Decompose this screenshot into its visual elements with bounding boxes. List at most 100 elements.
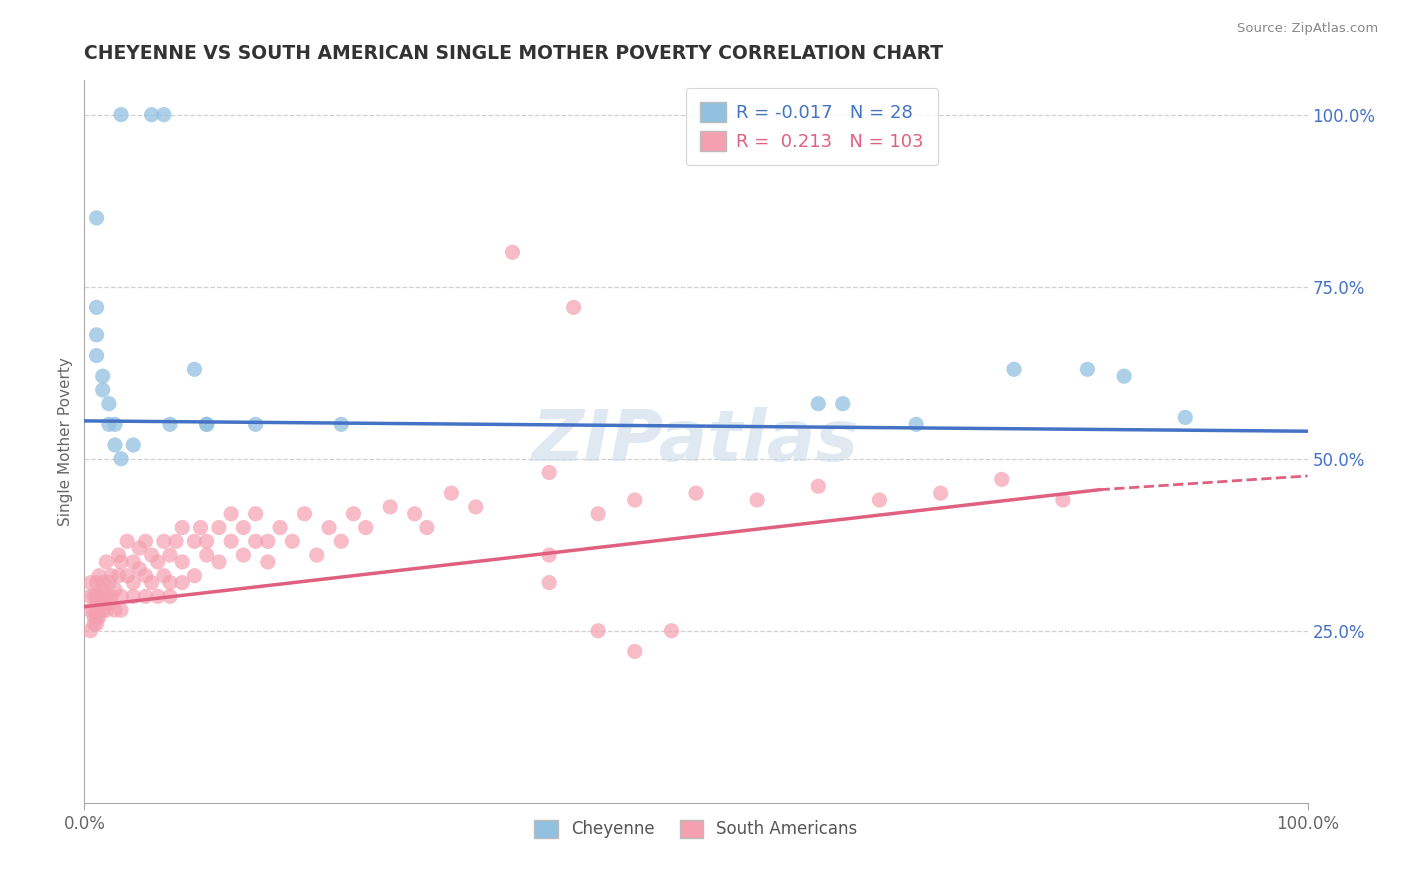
Point (135, 568, 157, 582)
Point (1174, 410, 1197, 425)
Point (502, 245, 524, 260)
Point (91, 575, 114, 590)
Point (79, 590, 101, 604)
Point (83, 610, 105, 624)
Point (232, 548, 254, 562)
Point (100, 568, 122, 582)
Point (208, 555, 231, 569)
Point (159, 575, 181, 590)
Point (97, 575, 120, 590)
Point (96, 555, 118, 569)
Point (354, 520, 377, 534)
Point (464, 500, 486, 514)
Point (807, 397, 830, 411)
Point (86, 349, 108, 363)
Point (245, 534, 267, 549)
Point (153, 108, 176, 122)
Point (831, 397, 853, 411)
Point (269, 520, 291, 534)
Legend: Cheyenne, South Americans: Cheyenne, South Americans (527, 813, 865, 845)
Point (219, 534, 242, 549)
Point (538, 575, 561, 590)
Point (91, 582, 114, 597)
Point (342, 507, 364, 521)
Point (107, 568, 129, 582)
Point (122, 590, 145, 604)
Point (905, 417, 928, 432)
Point (141, 548, 163, 562)
Point (416, 520, 439, 534)
Point (86, 575, 108, 590)
Point (195, 417, 218, 432)
Point (586, 507, 609, 521)
Point (79, 624, 101, 638)
Text: CHEYENNE VS SOUTH AMERICAN SINGLE MOTHER POVERTY CORRELATION CHART: CHEYENNE VS SOUTH AMERICAN SINGLE MOTHER… (84, 45, 943, 63)
Point (991, 472, 1014, 486)
Point (96, 603, 118, 617)
Point (245, 417, 267, 432)
Point (195, 534, 218, 549)
Point (232, 520, 254, 534)
Point (172, 575, 194, 590)
Y-axis label: Single Mother Poverty: Single Mother Poverty (58, 357, 73, 526)
Point (159, 548, 181, 562)
Point (87, 610, 110, 624)
Point (79, 575, 101, 590)
Point (624, 644, 647, 658)
Point (661, 624, 683, 638)
Point (87, 568, 110, 582)
Point (747, 493, 769, 508)
Point (190, 520, 212, 534)
Point (562, 301, 585, 315)
Point (586, 624, 609, 638)
Point (869, 493, 891, 508)
Point (195, 548, 218, 562)
Point (91, 603, 114, 617)
Point (86, 616, 108, 631)
Point (83, 603, 105, 617)
Point (1114, 369, 1136, 384)
Point (135, 590, 157, 604)
Point (83, 590, 105, 604)
Point (624, 493, 647, 508)
Point (110, 555, 132, 569)
Point (1002, 362, 1025, 376)
Point (86, 590, 108, 604)
Point (96, 590, 118, 604)
Point (1052, 493, 1074, 508)
Point (183, 534, 205, 549)
Point (159, 417, 181, 432)
Point (115, 568, 138, 582)
Point (146, 590, 169, 604)
Point (104, 582, 127, 597)
Point (305, 548, 328, 562)
Point (135, 534, 157, 549)
Point (122, 555, 145, 569)
Point (97, 397, 120, 411)
Point (100, 590, 122, 604)
Point (115, 534, 138, 549)
Point (79, 603, 101, 617)
Point (219, 507, 242, 521)
Point (330, 534, 353, 549)
Point (110, 603, 132, 617)
Point (183, 568, 205, 582)
Point (318, 520, 340, 534)
Point (183, 362, 205, 376)
Point (929, 486, 952, 500)
Point (86, 327, 108, 342)
Point (281, 534, 304, 549)
Point (122, 438, 145, 452)
Point (87, 590, 110, 604)
Point (538, 548, 561, 562)
Point (538, 466, 561, 480)
Point (257, 555, 280, 569)
Point (86, 610, 108, 624)
Point (159, 590, 181, 604)
Point (404, 507, 426, 521)
Point (91, 596, 114, 610)
Point (86, 301, 108, 315)
Point (97, 417, 120, 432)
Point (83, 616, 105, 631)
Point (380, 500, 402, 514)
